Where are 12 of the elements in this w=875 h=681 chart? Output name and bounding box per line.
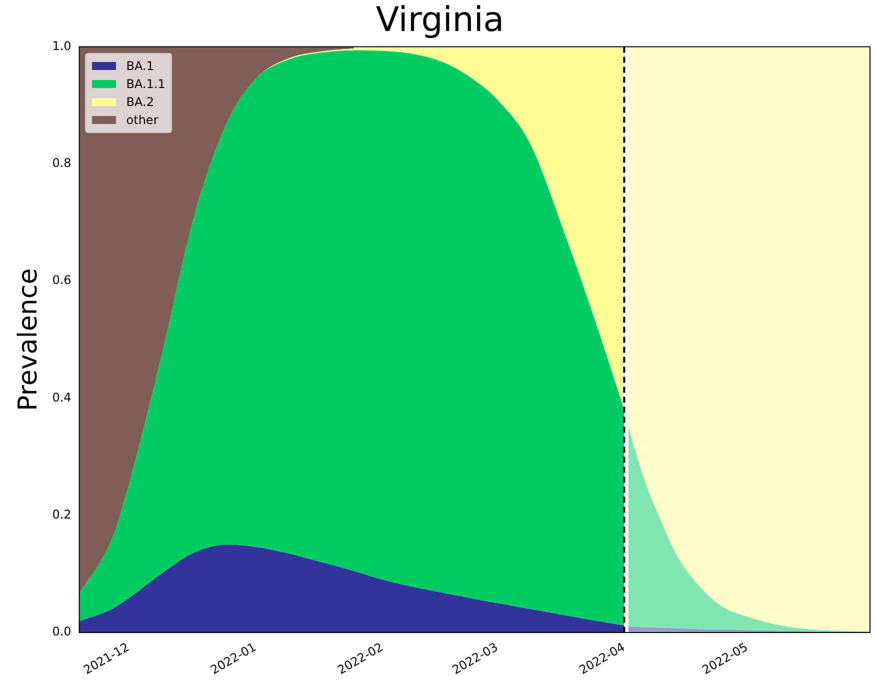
y-tick-label: 1.0 [52, 38, 72, 53]
y-tick-label: 0.8 [52, 156, 72, 170]
legend-label: other [126, 112, 158, 127]
y-tick-label: 0.6 [52, 273, 72, 288]
legend-label: BA.1 [126, 58, 154, 73]
legend-label: BA.1.1 [126, 76, 166, 91]
chart-title: Virginia [376, 0, 504, 40]
legend-label: BA.2 [126, 94, 154, 109]
y-tick-label: 0.4 [52, 390, 72, 404]
y-tick-label: 0.2 [52, 507, 72, 522]
y-tick-label: 0.0 [52, 624, 72, 639]
y-axis-title: Prevalence [13, 268, 44, 411]
